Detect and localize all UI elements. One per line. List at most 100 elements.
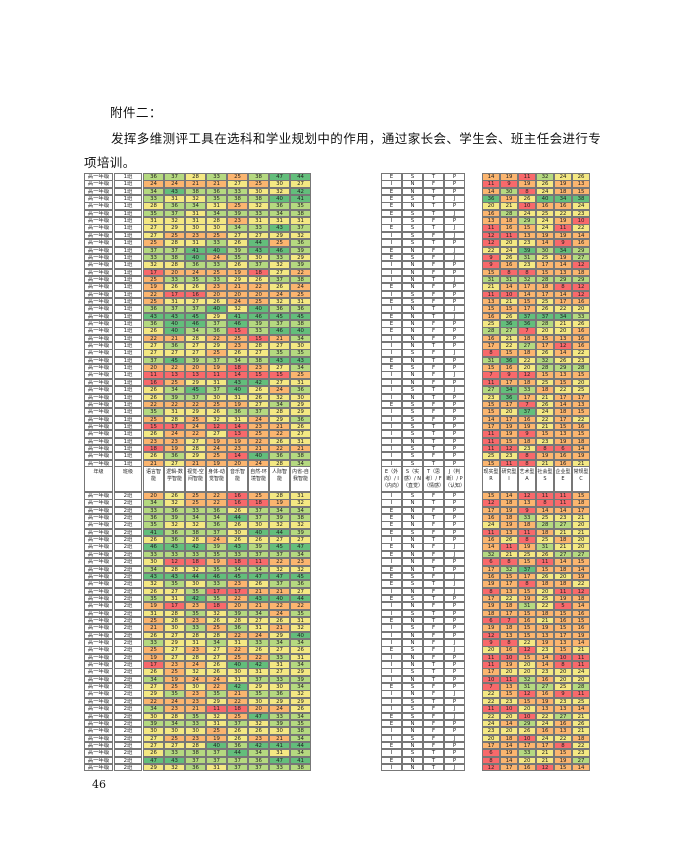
table-cell: 24 (227, 297, 248, 306)
table-cell: 24 (536, 187, 554, 196)
header-cell: 现实型R (482, 466, 500, 492)
table-cell: 12 (206, 422, 227, 431)
table-cell: 2班 (114, 763, 142, 772)
table-cell: N (402, 246, 423, 254)
header-cell: S（实感）/ N（直觉） (402, 466, 423, 492)
table-cell: 36 (269, 305, 290, 313)
table-cell: 25 (143, 415, 164, 424)
table-cell: 20 (554, 572, 572, 581)
table-cell: 37 (269, 320, 290, 328)
table-cell: 高一年级 (84, 580, 113, 588)
table-cell: P (444, 444, 465, 453)
table-cell: 8 (482, 587, 500, 596)
table-cell: 31 (482, 275, 500, 284)
table-cell: 16 (572, 297, 590, 306)
table-cell: 高一年级 (84, 430, 113, 438)
table-cell: F (423, 378, 444, 387)
table-cell: 31 (518, 602, 536, 610)
table-cell: F (423, 572, 444, 581)
table-cell: J (444, 580, 465, 588)
table-cell: 高一年级 (84, 371, 113, 379)
table-cell: I (381, 371, 402, 379)
table-cell: 27 (143, 342, 164, 350)
table-cell: 27 (227, 231, 248, 240)
table-row: 高一年级 1班 37 37 41 40 39 43 46 39 E N F J 22 24 39 30 34 29 (84, 246, 608, 254)
table-row: 高一年级 1班 25 28 31 33 26 44 25 36 I S T P 12 20 23 14 9 16 (84, 239, 608, 247)
table-cell: 18 (500, 217, 518, 225)
table-cell: 27 (269, 342, 290, 350)
table-cell: 23 (185, 616, 206, 625)
table-cell: 高一年级 (84, 261, 113, 269)
table-cell: 25 (536, 297, 554, 306)
table-cell: 40 (206, 246, 227, 254)
table-cell: 40 (164, 327, 185, 335)
table-cell: 32 (206, 609, 227, 618)
table-cell: 16 (554, 452, 572, 460)
table-cell: 47 (269, 572, 290, 581)
table-cell: 高一年级 (84, 209, 113, 218)
table-row: 高一年级 1班 26 36 29 25 14 40 36 38 I S F P 25 23 8 19 16 19 (84, 452, 608, 460)
header-cell: 班级 (114, 466, 142, 492)
table-row: 高一年级 1班 33 38 40 24 35 30 33 29 E S F J 9 26 31 25 19 27 (84, 253, 608, 262)
table-cell: 22 (206, 499, 227, 507)
table-cell: 11 (482, 224, 500, 232)
table-cell: 16 (572, 327, 590, 335)
table-cell: 19 (536, 624, 554, 632)
table-cell: 31 (290, 378, 311, 387)
table-row: 高一年级 1班 43 43 45 29 41 46 45 45 E N T J 16 26 37 37 34 33 (84, 312, 608, 321)
table-cell: 35 (206, 565, 227, 573)
table-cell: 18 (572, 499, 590, 507)
table-cell: 15 (500, 437, 518, 446)
table-cell: 26 (206, 408, 227, 416)
table-cell: P (444, 187, 465, 196)
table-cell: 15 (482, 305, 500, 313)
table-row: 高一年级 1班 26 40 34 36 15 33 46 40 E N F P 28 27 7 20 20 16 (84, 327, 608, 335)
table-cell: 34 (143, 187, 164, 196)
table-cell: 21 (554, 320, 572, 328)
table-cell: 1班 (114, 231, 142, 240)
table-cell: 1班 (114, 224, 142, 232)
table-cell: 29 (290, 253, 311, 262)
table-cell: 2班 (114, 616, 142, 625)
table-cell: 34 (290, 364, 311, 372)
table-cell: 33 (572, 312, 590, 321)
table-cell: I (381, 349, 402, 357)
table-cell: T (423, 173, 444, 181)
table-cell: 40 (248, 452, 269, 460)
table-row: 高一年级 1班 36 40 46 37 46 39 37 38 E N F P 25 36 36 28 21 26 (84, 320, 608, 328)
table-cell: 11 (554, 224, 572, 232)
table-cell: J (444, 275, 465, 284)
table-cell: 14 (572, 565, 590, 573)
table-cell: 26 (500, 312, 518, 321)
table-cell: 高一年级 (84, 364, 113, 372)
table-cell: 15 (554, 422, 572, 431)
table-cell: 16 (500, 364, 518, 372)
table-cell: F (423, 253, 444, 262)
table-cell: 39 (164, 393, 185, 401)
table-cell: 28 (185, 444, 206, 453)
table-cell: 28 (143, 202, 164, 210)
table-cell: P (444, 430, 465, 438)
table-cell: 2班 (114, 543, 142, 551)
table-cell: F (423, 543, 444, 551)
table-cell: 22 (185, 400, 206, 409)
table-cell: E (381, 594, 402, 603)
table-cell: 17 (554, 393, 572, 401)
table-cell: 19 (482, 580, 500, 588)
table-cell: 40 (227, 386, 248, 394)
table-cell: 22 (269, 444, 290, 453)
table-cell: S (402, 408, 423, 416)
table-cell: 14 (572, 231, 590, 240)
table-cell: 25 (248, 297, 269, 306)
table-row: 高一年级 1班 35 37 31 34 39 33 34 38 E S T J 16 28 24 25 22 23 (84, 209, 608, 218)
table-cell: 19 (500, 506, 518, 515)
table-cell: 15 (536, 334, 554, 343)
table-cell: 14 (536, 239, 554, 247)
table-cell: N (402, 521, 423, 529)
table-cell: S (402, 290, 423, 299)
table-cell: 8 (500, 268, 518, 277)
table-cell: 44 (269, 528, 290, 537)
table-cell: 17 (164, 422, 185, 431)
table-cell: J (444, 246, 465, 254)
